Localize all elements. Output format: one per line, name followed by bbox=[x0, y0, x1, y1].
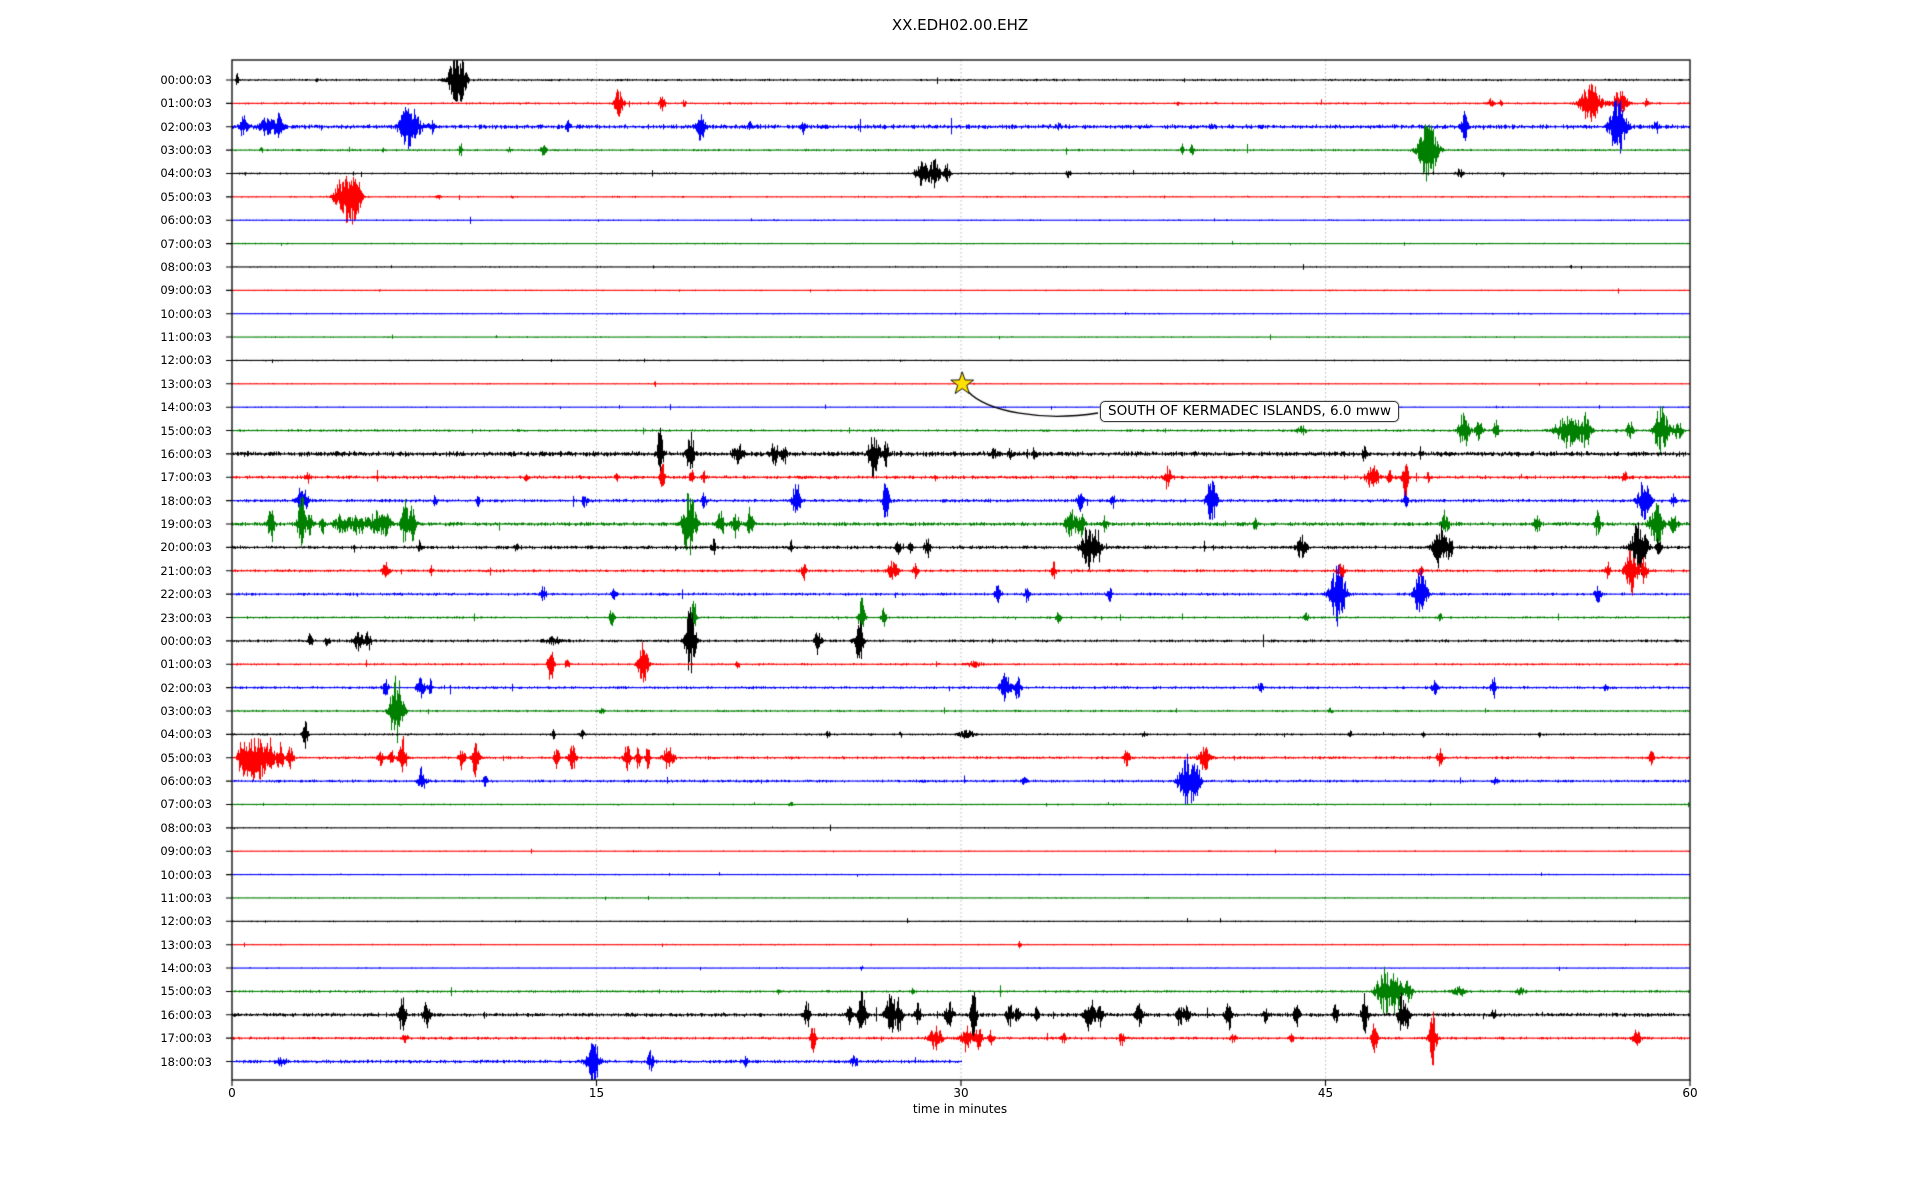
trace-row-label: 11:00:03 bbox=[160, 330, 212, 345]
trace-row-label: 17:00:03 bbox=[160, 470, 212, 485]
trace-row-label: 19:00:03 bbox=[160, 517, 212, 532]
trace-row-label: 09:00:03 bbox=[160, 844, 212, 859]
trace-row-label: 20:00:03 bbox=[160, 540, 212, 555]
x-tick-label: 45 bbox=[1317, 1086, 1334, 1100]
trace-row-label: 02:00:03 bbox=[160, 680, 212, 695]
trace-row-label: 11:00:03 bbox=[160, 890, 212, 905]
trace-row-label: 04:00:03 bbox=[160, 166, 212, 181]
x-axis-title: time in minutes bbox=[912, 1102, 1008, 1116]
trace-row-label: 06:00:03 bbox=[160, 774, 212, 789]
trace-row-label: 15:00:03 bbox=[160, 984, 212, 999]
trace-row-label: 00:00:03 bbox=[160, 73, 212, 87]
trace-row-label: 14:00:03 bbox=[160, 400, 212, 415]
trace-row-label: 12:00:03 bbox=[160, 353, 212, 368]
trace-row-label: 22:00:03 bbox=[160, 587, 212, 602]
trace-row-label: 13:00:03 bbox=[160, 376, 212, 391]
trace-row-label: 04:00:03 bbox=[160, 727, 212, 742]
trace-row-label: 17:00:03 bbox=[160, 1031, 212, 1046]
trace-row-label: 03:00:03 bbox=[160, 703, 212, 718]
trace-row-label: 08:00:03 bbox=[160, 259, 212, 274]
trace-row-label: 08:00:03 bbox=[160, 820, 212, 835]
trace-row-label: 01:00:03 bbox=[160, 96, 212, 111]
trace-row-label: 06:00:03 bbox=[160, 213, 212, 228]
trace-row-label: 09:00:03 bbox=[160, 283, 212, 298]
trace-row-label: 21:00:03 bbox=[160, 563, 212, 578]
trace-row-label: 23:00:03 bbox=[160, 610, 212, 625]
x-tick-label: 0 bbox=[228, 1086, 236, 1100]
trace-row-label: 05:00:03 bbox=[160, 189, 212, 204]
trace-row-label: 10:00:03 bbox=[160, 306, 212, 321]
trace-row-label: 10:00:03 bbox=[160, 867, 212, 882]
trace-row-label: 15:00:03 bbox=[160, 423, 212, 438]
trace-row-label: 01:00:03 bbox=[160, 657, 212, 672]
trace-row-label: 03:00:03 bbox=[160, 143, 212, 158]
event-annotation-box: SOUTH OF KERMADEC ISLANDS, 6.0 mww bbox=[1100, 401, 1399, 422]
x-tick-label: 30 bbox=[953, 1086, 969, 1100]
trace-row-label: 00:00:03 bbox=[160, 633, 212, 648]
x-tick-label: 15 bbox=[588, 1086, 605, 1100]
plot-title: XX.EDH02.00.EHZ bbox=[891, 16, 1029, 34]
trace-row-label: 13:00:03 bbox=[160, 937, 212, 952]
trace-row-label: 07:00:03 bbox=[160, 236, 212, 251]
trace-row-label: 18:00:03 bbox=[160, 1054, 212, 1069]
trace-row-label: 14:00:03 bbox=[160, 961, 212, 976]
trace-row-label: 12:00:03 bbox=[160, 914, 212, 929]
trace-row-label: 16:00:03 bbox=[160, 1007, 212, 1022]
trace-row-label: 07:00:03 bbox=[160, 797, 212, 812]
trace-row-label: 18:00:03 bbox=[160, 493, 212, 508]
x-tick-label: 60 bbox=[1682, 1086, 1698, 1100]
trace-row-label: 16:00:03 bbox=[160, 446, 212, 461]
trace-row-label: 02:00:03 bbox=[160, 119, 212, 134]
trace-row-label: 05:00:03 bbox=[160, 750, 212, 765]
